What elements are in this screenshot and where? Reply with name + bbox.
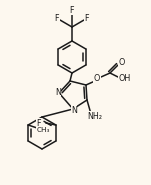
- Text: F: F: [55, 14, 59, 23]
- Text: OH: OH: [119, 73, 131, 83]
- Text: N: N: [71, 105, 77, 115]
- Text: F: F: [37, 119, 41, 127]
- Text: F: F: [70, 6, 74, 14]
- Text: O: O: [94, 73, 100, 83]
- Text: F: F: [85, 14, 89, 23]
- Text: O: O: [119, 58, 125, 66]
- Text: NH₂: NH₂: [87, 112, 103, 120]
- Text: CH₃: CH₃: [36, 127, 50, 133]
- Text: N: N: [55, 88, 61, 97]
